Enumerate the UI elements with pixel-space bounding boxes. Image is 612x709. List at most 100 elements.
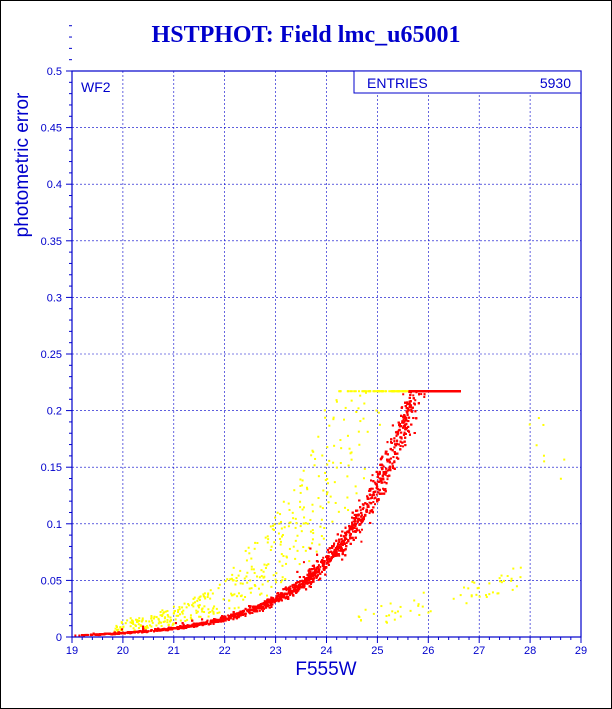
- scatter-point: [391, 390, 394, 393]
- scatter-point: [376, 500, 379, 503]
- scatter-point: [209, 597, 212, 600]
- scatter-point: [393, 618, 396, 621]
- scatter-point: [281, 579, 284, 582]
- scatter-point: [260, 592, 263, 595]
- scatter-point: [418, 393, 421, 396]
- scatter-point: [289, 592, 292, 595]
- scatter-point: [206, 596, 209, 599]
- scatter-point: [244, 596, 247, 599]
- scatter-point: [301, 479, 304, 482]
- scatter-point: [266, 594, 269, 597]
- scatter-point: [331, 552, 334, 555]
- scatter-point: [414, 410, 417, 413]
- scatter-point: [181, 611, 184, 614]
- scatter-point: [363, 402, 366, 405]
- scatter-point: [488, 593, 491, 596]
- scatter-point: [302, 506, 305, 509]
- scatter-point: [239, 595, 242, 598]
- scatter-point: [388, 614, 391, 617]
- scatter-point: [350, 399, 353, 402]
- scatter-point: [280, 594, 283, 597]
- scatter-point: [311, 510, 314, 513]
- scatter-point: [392, 466, 395, 469]
- scatter-point: [537, 417, 540, 420]
- scatter-point: [175, 614, 178, 617]
- scatter-point: [273, 523, 276, 526]
- scatter-point: [322, 567, 325, 570]
- scatter-point: [391, 610, 394, 613]
- scatter-point: [403, 431, 406, 434]
- scatter-point: [385, 390, 388, 393]
- scatter-point: [302, 469, 305, 472]
- scatter-point: [409, 393, 412, 396]
- scatter-point: [401, 420, 404, 423]
- scatter-point: [289, 521, 292, 524]
- scatter-point: [332, 418, 335, 421]
- scatter-point: [292, 586, 295, 589]
- scatter-point: [383, 481, 386, 484]
- scatter-point: [376, 480, 379, 483]
- scatter-point: [236, 595, 239, 598]
- scatter-point: [203, 605, 206, 608]
- scatter-point: [282, 594, 285, 597]
- scatter-point: [234, 583, 237, 586]
- scatter-point: [193, 601, 196, 604]
- scatter-point: [376, 498, 379, 501]
- scatter-point: [372, 390, 375, 393]
- scatter-point: [301, 508, 304, 511]
- scatter-point: [317, 578, 320, 581]
- scatter-point: [155, 624, 158, 627]
- scatter-point: [207, 593, 210, 596]
- scatter-point: [150, 617, 153, 620]
- scatter-point: [151, 621, 154, 624]
- scatter-point: [292, 594, 295, 597]
- scatter-point: [292, 517, 295, 520]
- scatter-point: [331, 520, 334, 523]
- scatter-point: [388, 390, 391, 393]
- scatter-point: [141, 617, 144, 620]
- scatter-point: [288, 521, 291, 524]
- scatter-point: [231, 613, 234, 616]
- scatter-point: [207, 592, 210, 595]
- scatter-point: [337, 510, 340, 513]
- scatter-point: [312, 571, 315, 574]
- scatter-point: [147, 630, 150, 633]
- scatter-point: [413, 599, 416, 602]
- scatter-point: [270, 585, 273, 588]
- scatter-point: [288, 547, 291, 550]
- scatter-point: [360, 512, 363, 515]
- scatter-point: [340, 447, 343, 450]
- scatter-point: [287, 587, 290, 590]
- scatter-point: [497, 592, 500, 595]
- scatter-point: [189, 616, 192, 619]
- chart-title: HSTPHOT: Field lmc_u65001: [151, 22, 461, 48]
- scatter-point: [271, 528, 274, 531]
- scatter-point: [150, 625, 153, 628]
- scatter-point: [276, 511, 279, 514]
- scatter-point: [150, 616, 153, 619]
- scatter-point: [280, 553, 283, 556]
- scatter-point: [320, 570, 323, 573]
- scatter-point: [304, 549, 307, 552]
- scatter-point: [256, 542, 259, 545]
- scatter-point: [136, 619, 139, 622]
- scatter-point: [340, 547, 343, 550]
- scatter-point: [471, 580, 474, 583]
- scatter-point: [148, 620, 151, 623]
- scatter-point: [351, 516, 354, 519]
- scatter-point: [274, 578, 277, 581]
- scatter-point: [404, 426, 407, 429]
- scatter-point: [306, 488, 309, 491]
- scatter-point: [363, 467, 366, 470]
- scatter-point: [288, 589, 291, 592]
- scatter-point: [406, 401, 409, 404]
- scatter-point: [249, 591, 252, 594]
- scatter-point: [402, 421, 405, 424]
- scatter-point: [130, 621, 133, 624]
- scatter-point: [266, 541, 269, 544]
- scatter-point: [104, 632, 107, 635]
- scatter-point: [396, 610, 399, 613]
- scatter-point: [284, 586, 287, 589]
- scatter-point: [239, 610, 242, 613]
- scatter-point: [266, 602, 269, 605]
